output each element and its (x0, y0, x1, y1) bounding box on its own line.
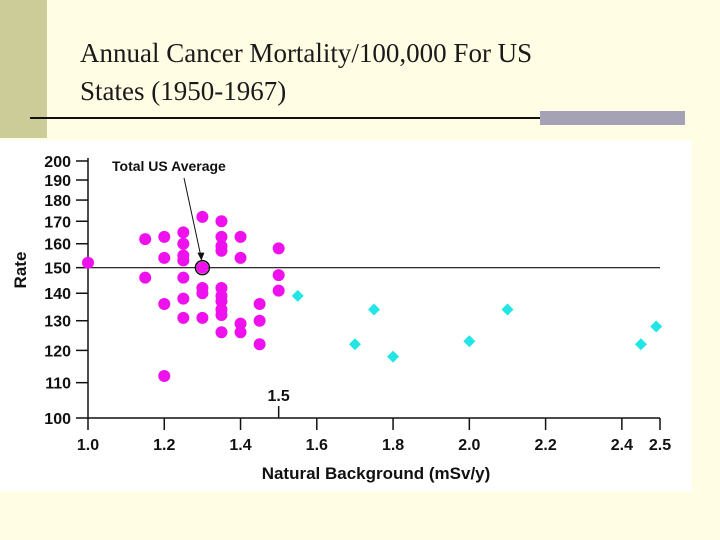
slide-title: Annual Cancer Mortality/100,000 For US S… (80, 34, 532, 110)
data-point-diamond (387, 350, 400, 363)
y-tick-label: 100 (44, 411, 71, 428)
title-divider (30, 117, 542, 119)
y-tick-label: 120 (44, 343, 71, 360)
arrowhead-icon (197, 252, 205, 261)
x-tick-label: 1.4 (229, 437, 251, 454)
x-axis-label: Natural Background (mSv/y) (262, 464, 491, 483)
data-point (139, 271, 152, 284)
olive-accent-bar (0, 0, 47, 138)
title-line-1: Annual Cancer Mortality/100,000 For US (80, 38, 533, 68)
y-axis-label: Rate (11, 252, 30, 289)
data-point (215, 215, 228, 228)
data-point-diamond (463, 335, 476, 348)
title-line-2: States (1950-1967) (80, 76, 287, 106)
data-point (196, 210, 209, 223)
data-point (177, 237, 190, 250)
x-tick-label: 1.2 (153, 437, 175, 454)
data-point (234, 251, 247, 264)
y-tick-label: 160 (44, 237, 71, 254)
x-tick-label: 1.6 (306, 437, 328, 454)
data-point (158, 297, 171, 310)
data-point-diamond (501, 303, 514, 316)
data-point (196, 287, 209, 300)
data-point (215, 326, 228, 339)
data-point (196, 311, 209, 324)
y-tick-label: 150 (44, 261, 71, 278)
data-point (253, 297, 266, 310)
data-point (234, 230, 247, 243)
data-point (253, 338, 266, 351)
data-point (215, 295, 228, 308)
data-point (234, 326, 247, 339)
data-point (272, 269, 285, 282)
x-tick-label: 2.0 (458, 437, 480, 454)
data-point (253, 314, 266, 327)
x-tick-label: 2.2 (534, 437, 556, 454)
data-point (272, 284, 285, 297)
data-point-diamond (634, 338, 647, 351)
data-point (215, 309, 228, 322)
y-tick-label: 140 (44, 286, 71, 303)
data-point (139, 233, 152, 246)
x-tick-label: 2.4 (611, 437, 633, 454)
y-tick-label: 180 (44, 193, 71, 210)
x-tick-label: 1.0 (77, 437, 99, 454)
us-average-arrow (183, 177, 202, 259)
data-point (177, 226, 190, 239)
data-point (215, 244, 228, 257)
data-point (177, 254, 190, 267)
data-point (177, 271, 190, 284)
chart-panel (0, 140, 692, 492)
data-point (177, 311, 190, 324)
data-point-diamond (348, 338, 361, 351)
data-point (158, 230, 171, 243)
data-point (158, 251, 171, 264)
annotation-1-5: 1.5 (268, 388, 290, 405)
us-average-marker (194, 259, 211, 276)
y-tick-label: 130 (44, 314, 71, 331)
data-point (215, 230, 228, 243)
y-tick-label: 110 (45, 376, 71, 393)
y-tick-label: 170 (44, 214, 71, 231)
data-point-diamond (368, 303, 380, 316)
y-tick-label: 200 (44, 154, 71, 171)
data-point (82, 256, 94, 269)
gray-accent-bar (540, 111, 685, 125)
data-point (272, 242, 285, 255)
data-point-diamond (291, 289, 304, 302)
data-point (234, 317, 247, 330)
data-point (196, 261, 209, 274)
us-average-label: Total US Average (112, 158, 226, 174)
x-tick-label: 1.8 (382, 437, 404, 454)
data-point (177, 292, 190, 305)
data-point (158, 369, 171, 382)
x-tick-label: 2.5 (649, 437, 671, 454)
data-point-diamond (650, 320, 663, 333)
y-tick-label: 190 (44, 173, 71, 190)
